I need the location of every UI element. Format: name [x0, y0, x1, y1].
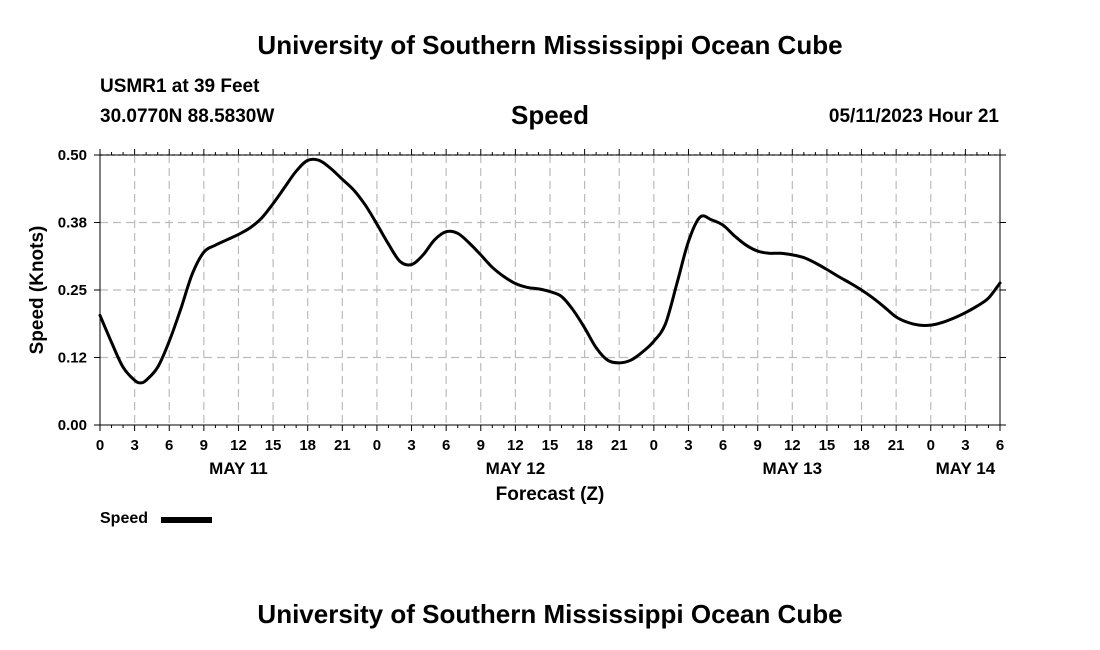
x-tick-label: 3 [407, 437, 415, 454]
y-tick-label: 0.00 [58, 417, 87, 434]
x-tick-label: 12 [507, 437, 524, 454]
y-tick-label: 0.25 [58, 282, 87, 299]
x-tick-label: 12 [784, 437, 801, 454]
y-tick-label: 0.12 [58, 350, 87, 367]
x-tick-label: 18 [853, 437, 870, 454]
x-tick-label: 6 [719, 437, 727, 454]
y-axis-label: Speed (Knots) [27, 226, 48, 355]
x-tick-label: 18 [299, 437, 316, 454]
x-tick-label: 21 [888, 437, 905, 454]
forecast-timestamp: 05/11/2023 Hour 21 [828, 106, 999, 127]
legend-label: Speed [100, 510, 149, 527]
x-axis-label: Forecast (Z) [496, 484, 605, 505]
legend-swatch [161, 517, 212, 523]
x-tick-label: 15 [542, 437, 559, 454]
x-tick-label: 0 [96, 437, 104, 454]
x-tick-label: 9 [477, 437, 485, 454]
station-label: USMR1 at 39 Feet [100, 76, 260, 97]
y-tick-label: 0.50 [58, 147, 87, 164]
station-coordinates: 30.0770N 88.5830W [100, 106, 275, 127]
x-tick-label: 3 [684, 437, 692, 454]
x-tick-label: 0 [650, 437, 658, 454]
tick-layer: 0 3 6 9 12 15 18 21 0 3 6 9 12 15 18 21 0 3 6 9 12 15 18 21 0 3 6 0… [58, 147, 1006, 478]
date-label: MAY 14 [936, 459, 996, 478]
x-tick-label: 3 [961, 437, 969, 454]
x-tick-label: 9 [754, 437, 762, 454]
grid-layer [100, 154, 1000, 425]
x-tick-label: 9 [200, 437, 208, 454]
x-tick-label: 0 [373, 437, 381, 454]
date-label: MAY 11 [209, 459, 268, 478]
date-label: MAY 13 [763, 459, 823, 478]
x-tick-label: 15 [265, 437, 282, 454]
x-tick-label: 0 [927, 437, 935, 454]
x-tick-label: 6 [442, 437, 450, 454]
x-tick-label: 21 [611, 437, 628, 454]
variable-label: Speed [510, 100, 590, 130]
x-tick-label: 3 [130, 437, 138, 454]
x-tick-label: 18 [576, 437, 593, 454]
x-tick-label: 6 [996, 437, 1004, 454]
date-label: MAY 12 [486, 459, 546, 478]
speed-series-line [98, 157, 1002, 385]
chart-title-bottom: University of Southern Mississippi Ocean… [257, 599, 843, 629]
x-tick-label: 6 [165, 437, 173, 454]
x-tick-label: 12 [230, 437, 247, 454]
x-tick-label: 21 [334, 437, 351, 454]
chart-title: University of Southern Mississippi Ocean… [257, 30, 843, 60]
y-tick-label: 0.38 [58, 215, 87, 232]
x-tick-label: 15 [819, 437, 836, 454]
